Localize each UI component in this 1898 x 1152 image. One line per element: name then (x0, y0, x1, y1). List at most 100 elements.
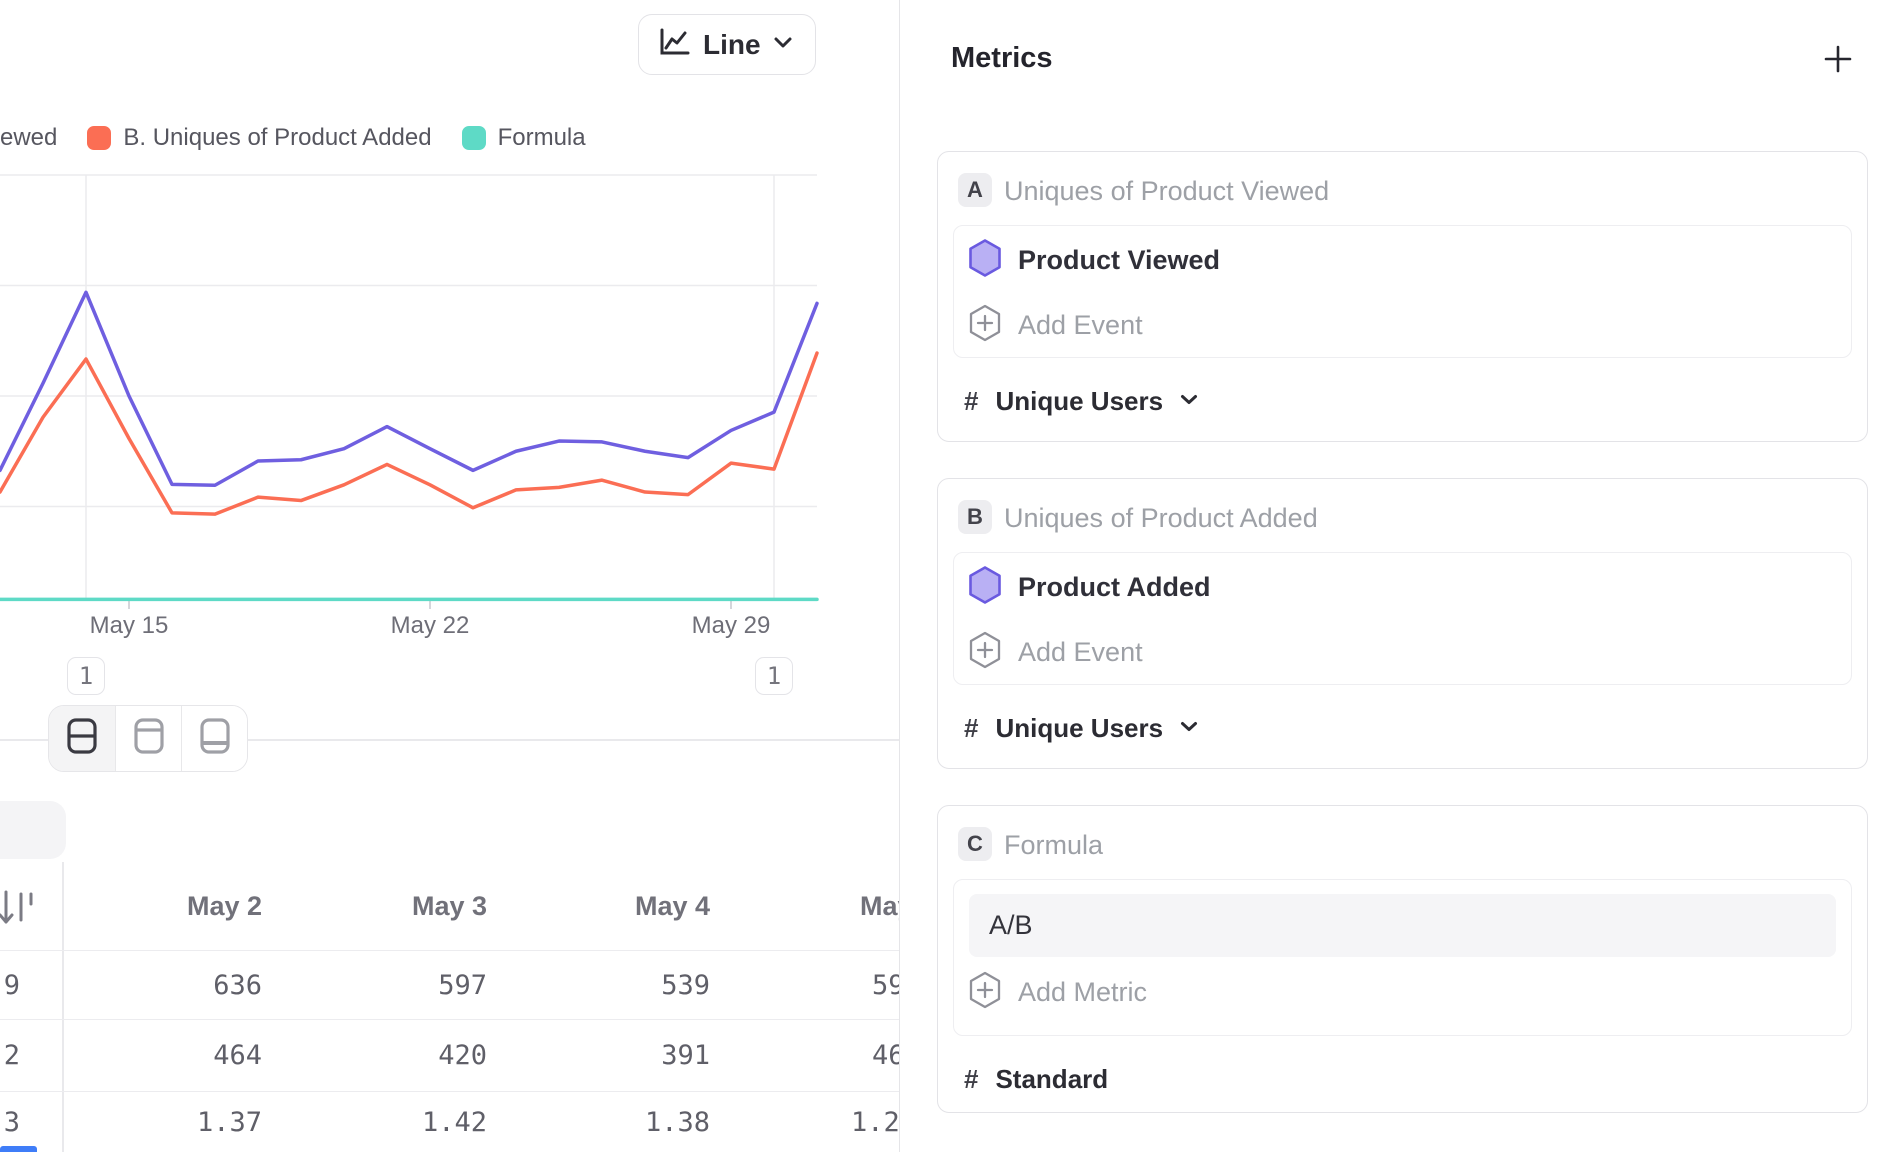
hash-icon: # (964, 1063, 979, 1094)
add-metric-button[interactable]: Add Metric (969, 971, 1148, 1014)
metric-badge: A (958, 173, 992, 207)
chevron-down-icon (1180, 719, 1198, 737)
legend-swatch-teal (461, 126, 486, 150)
table-cell: 636 (213, 970, 262, 1001)
table-cell: .2 (0, 1040, 20, 1071)
table-cell: 1.42 (421, 1107, 487, 1138)
formula-box: A/B Add Metric (953, 879, 1852, 1036)
table-only-icon (199, 717, 231, 760)
partial-tab[interactable] (0, 801, 66, 859)
split-view-icon (66, 717, 98, 760)
chart-only-icon (133, 717, 165, 760)
table-row-divider (0, 950, 899, 951)
hash-icon: # (964, 712, 979, 743)
sort-descending-icon[interactable] (0, 884, 36, 937)
table-cell: 597 (438, 970, 487, 1001)
event-row-product-viewed[interactable]: Product Viewed (969, 238, 1221, 282)
line-chart-icon (657, 27, 691, 62)
add-metric-label: Add Metric (1018, 976, 1148, 1007)
formula-input[interactable]: A/B (969, 894, 1836, 957)
chart-type-dropdown[interactable]: Line (638, 14, 816, 75)
series-line (0, 290, 819, 487)
measure-label: Unique Users (995, 712, 1164, 743)
measure-selector[interactable]: # Unique Users (964, 384, 1198, 418)
table-row-divider (0, 1091, 899, 1092)
event-label: Product Added (1018, 571, 1211, 602)
x-tick-label: May 15 (89, 612, 169, 639)
table-header-may2[interactable]: May 2 (186, 891, 262, 921)
add-event-button[interactable]: Add Event (969, 304, 1143, 347)
layout-toggle-group (48, 705, 248, 772)
layout-chart-only-button[interactable] (115, 706, 181, 771)
hash-icon: # (964, 385, 979, 416)
legend-item-formula[interactable]: Formula (461, 124, 586, 152)
measure-selector[interactable]: # Unique Users (964, 711, 1198, 745)
table-cell: 1.37 (196, 1107, 262, 1138)
chart-type-label: Line (703, 28, 761, 60)
table-cell: .3 (0, 1107, 20, 1138)
table-cell: 59 (872, 970, 899, 1001)
event-box: Product Viewed Add Event (953, 225, 1852, 358)
table-column-divider (62, 862, 64, 1152)
legend-label: B. Uniques of Product Added (123, 124, 432, 151)
table-cell: .9 (0, 970, 20, 1001)
annotation-badge[interactable]: 1 (67, 657, 105, 695)
metric-card-b: B Uniques of Product Added Product Added (937, 478, 1868, 769)
add-event-label: Add Event (1018, 636, 1143, 667)
hexagon-plus-icon (969, 631, 1001, 674)
measure-label: Standard (995, 1063, 1109, 1094)
table-cell: 420 (438, 1040, 487, 1071)
line-chart[interactable]: May 15 May 22 May 29 1 1 (0, 174, 819, 695)
table-row-divider (0, 1019, 899, 1020)
table-cell: 539 (661, 970, 710, 1001)
annotation-badge[interactable]: 1 (755, 657, 793, 695)
chart-pane: Line ewed B. Uniques of Product Added Fo… (0, 0, 899, 1152)
table-header-may4[interactable]: May 4 (634, 891, 710, 921)
metrics-panel: Metrics A Uniques of Product Viewed (899, 0, 1898, 1152)
series-line (0, 351, 819, 516)
line-chart-plot (0, 174, 819, 609)
chevron-down-icon (1180, 392, 1198, 410)
add-metric-plus-button[interactable] (1821, 44, 1855, 78)
legend-item-a-cut[interactable]: ewed (0, 124, 57, 152)
plus-icon (1823, 44, 1853, 79)
metric-card-title: Uniques of Product Viewed (1004, 176, 1330, 206)
legend-label: Formula (497, 124, 586, 151)
layout-table-only-button[interactable] (181, 706, 247, 771)
metric-badge: C (958, 827, 992, 861)
metrics-panel-title: Metrics (951, 42, 1053, 74)
table-header-may3[interactable]: May 3 (411, 891, 487, 921)
event-hexagon-icon (969, 565, 1001, 609)
metric-card-c: C Formula A/B Add Metric # (937, 805, 1868, 1113)
event-hexagon-icon (969, 238, 1001, 282)
legend-swatch-orange (87, 126, 112, 150)
chevron-down-icon (773, 36, 793, 54)
hexagon-plus-icon (969, 971, 1001, 1014)
table-cell: 46 (872, 1040, 899, 1071)
metric-card-title: Uniques of Product Added (1004, 503, 1318, 533)
legend-label: ewed (0, 124, 58, 151)
measure-label: Unique Users (995, 385, 1164, 416)
x-tick-label: May 22 (390, 612, 470, 639)
formula-value: A/B (989, 910, 1033, 940)
partial-blue-element (0, 1146, 37, 1152)
table-cell: 1.2 (851, 1107, 899, 1138)
metric-badge: B (958, 500, 992, 534)
chart-legend: ewed B. Uniques of Product Added Formula (0, 124, 586, 152)
legend-item-b[interactable]: B. Uniques of Product Added (87, 124, 432, 152)
section-divider (0, 739, 899, 741)
table-header-cut[interactable]: May (860, 891, 899, 921)
metric-card-a: A Uniques of Product Viewed Product View… (937, 151, 1868, 442)
layout-split-view-button[interactable] (49, 706, 115, 771)
add-event-button[interactable]: Add Event (969, 631, 1143, 674)
measure-selector[interactable]: # Standard (964, 1062, 1108, 1096)
event-label: Product Viewed (1018, 244, 1221, 275)
table-cell: 464 (213, 1040, 262, 1071)
event-row-product-added[interactable]: Product Added (969, 565, 1211, 609)
table-cell: 391 (661, 1040, 710, 1071)
hexagon-plus-icon (969, 304, 1001, 347)
x-tick-label: May 29 (691, 612, 771, 639)
table-cell: 1.38 (644, 1107, 710, 1138)
metric-card-title: Formula (1004, 830, 1104, 860)
